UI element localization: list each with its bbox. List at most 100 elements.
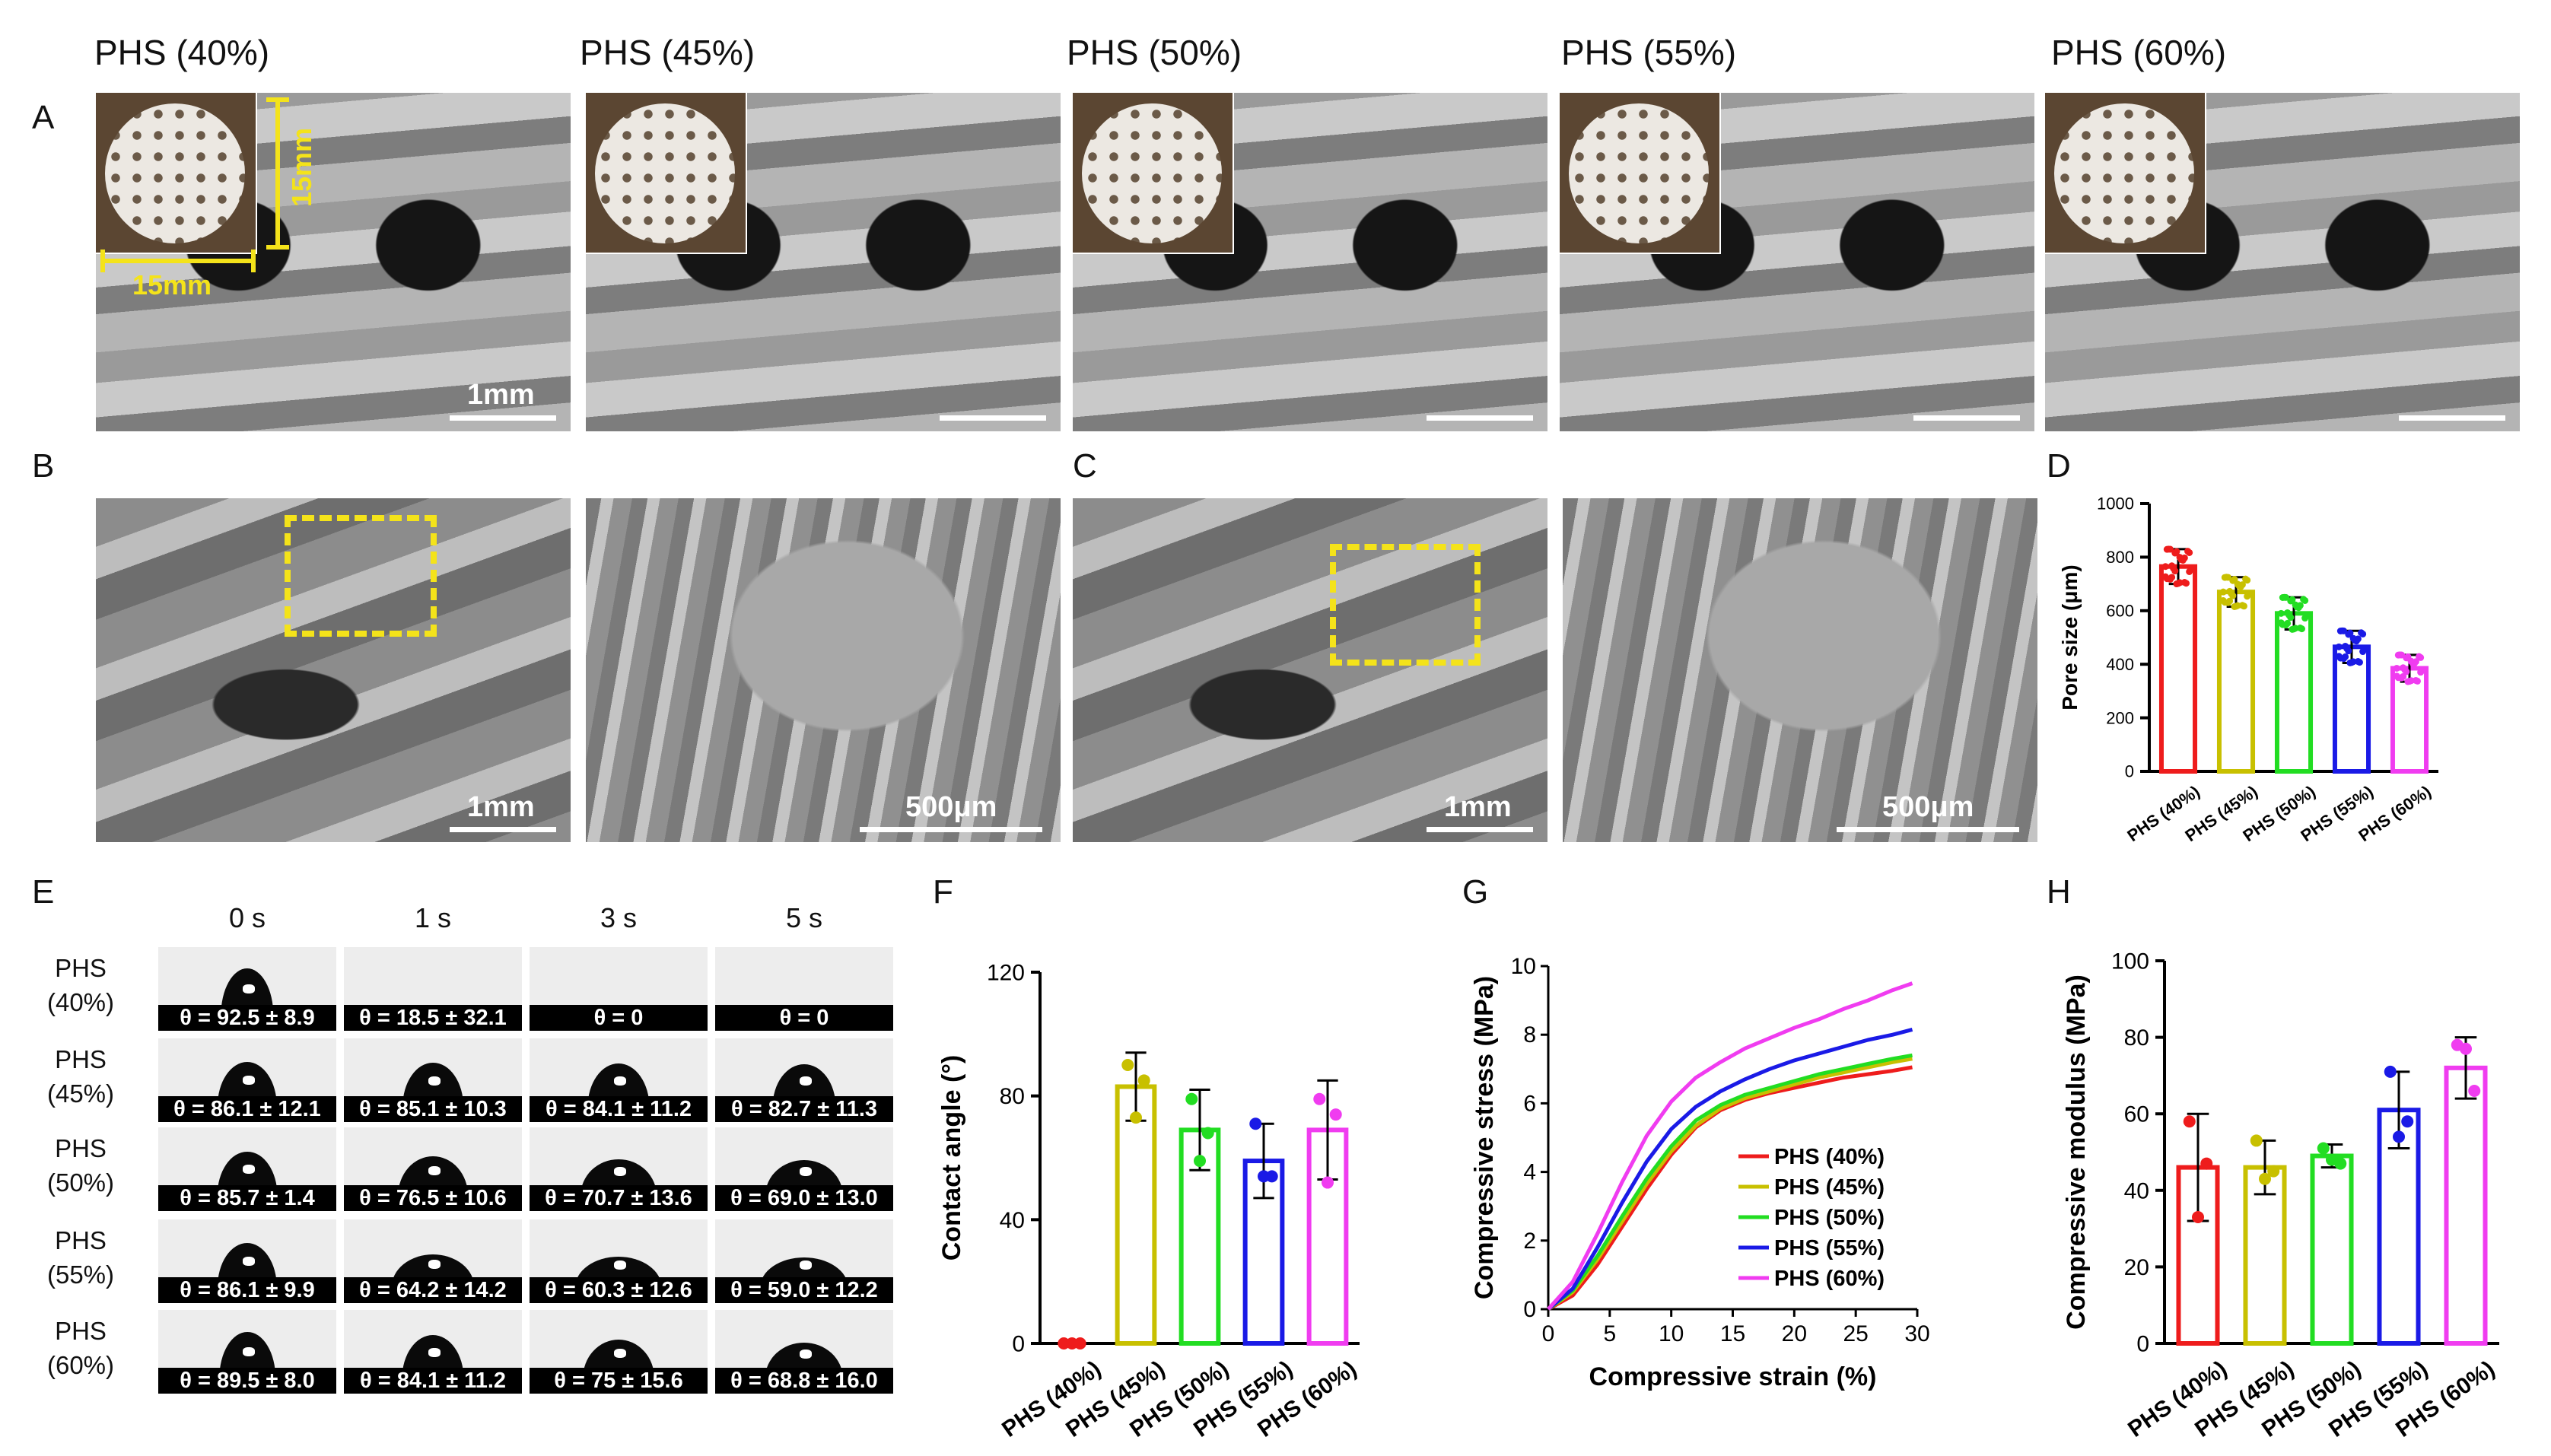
scale-label: 1mm [1444, 791, 1512, 823]
legend-label: PHS (50%) [1774, 1206, 1885, 1230]
data-point [2345, 631, 2352, 638]
x-tick-label: 30 [1904, 1321, 1929, 1346]
y-tick-label: 0 [2136, 1332, 2149, 1357]
y-tick-label: 6 [1523, 1091, 1536, 1116]
zoom-region-box [285, 515, 437, 637]
data-point [1201, 1127, 1214, 1140]
water-droplet-image: θ = 84.1 ± 11.2 [344, 1310, 522, 1394]
bar [2274, 611, 2314, 774]
water-droplet-image: θ = 18.5 ± 32.1 [344, 947, 522, 1031]
panel-a-title-1: PHS (40%) [94, 33, 270, 72]
data-point [2180, 579, 2188, 587]
data-point [1130, 1111, 1142, 1124]
x-tick-label: 20 [1782, 1321, 1807, 1346]
data-point [1249, 1117, 1262, 1130]
water-droplet-image: θ = 69.0 ± 13.0 [715, 1127, 893, 1211]
sem-image-40: 15mm 15mm 1mm [96, 93, 571, 431]
y-tick-label: 1000 [2097, 494, 2134, 513]
contact-angle-value: θ = 86.1 ± 9.9 [158, 1277, 336, 1303]
data-point [1313, 1092, 1326, 1105]
contact-angle-value: θ = 0 [530, 1005, 708, 1031]
data-point [2335, 643, 2343, 650]
data-point [2168, 562, 2176, 570]
data-point [1194, 1155, 1206, 1168]
x-tick-label: 0 [1542, 1321, 1555, 1346]
zoom-region-box [1330, 544, 1481, 666]
y-tick-label: 2 [1523, 1229, 1536, 1254]
height-dimension-line [275, 97, 280, 250]
data-point [2460, 1042, 2472, 1055]
water-droplet-image: θ = 70.7 ± 13.6 [530, 1127, 708, 1211]
panel-letter-c: C [1073, 447, 1097, 485]
data-point [1329, 1108, 1342, 1121]
water-droplet-image: θ = 0 [530, 947, 708, 1031]
panel-a-title-5: PHS (60%) [2051, 33, 2227, 72]
sem-zoom-c: 500μm [1563, 498, 2037, 842]
legend-label: PHS (60%) [1774, 1267, 1885, 1291]
sem-image-60 [2045, 93, 2520, 431]
data-point [2226, 587, 2234, 595]
data-point [2192, 1211, 2204, 1224]
contact-angle-value: θ = 59.0 ± 12.2 [715, 1277, 893, 1303]
data-point [2287, 597, 2295, 605]
data-point [2393, 664, 2400, 672]
data-point [2282, 622, 2290, 629]
y-tick-label: 400 [2106, 655, 2134, 674]
y-tick-label: 200 [2106, 708, 2134, 727]
data-point [2200, 1157, 2213, 1170]
data-point [2336, 628, 2344, 635]
panel-letter-b: B [32, 447, 55, 485]
data-point [2317, 1142, 2330, 1155]
width-dimension-line [100, 259, 256, 263]
water-droplet-image: θ = 76.5 ± 10.6 [344, 1127, 522, 1211]
y-tick-label: 800 [2106, 548, 2134, 567]
water-droplet-image: θ = 85.1 ± 10.3 [344, 1038, 522, 1122]
data-point [2279, 594, 2286, 602]
water-droplet-image: θ = 64.2 ± 14.2 [344, 1219, 522, 1303]
width-dimension-label: 15mm [132, 269, 212, 300]
y-tick-label: 100 [2111, 949, 2149, 974]
data-point [1185, 1092, 1198, 1105]
water-droplet-image: θ = 75 ± 15.6 [530, 1310, 708, 1394]
scale-bar [2399, 415, 2505, 421]
x-axis-label: Compressive strain (%) [1589, 1362, 1877, 1391]
contact-angle-value: θ = 82.7 ± 11.3 [715, 1096, 893, 1122]
series-line [1547, 1027, 1913, 1311]
bar [2444, 1065, 2488, 1346]
y-tick-label: 4 [1523, 1160, 1536, 1185]
y-tick-label: 60 [2124, 1102, 2149, 1127]
data-point [2284, 609, 2292, 616]
y-tick-label: 20 [2124, 1255, 2149, 1280]
sem-zoom-b: 500μm [586, 498, 1061, 842]
contact-angle-value: θ = 85.7 ± 1.4 [158, 1185, 336, 1211]
data-point [2349, 634, 2357, 642]
data-point [2416, 653, 2423, 660]
series-line [1547, 1057, 1913, 1311]
water-droplet-image: θ = 92.5 ± 8.9 [158, 947, 336, 1031]
sem-cross-section-b: 1mm [96, 498, 571, 842]
height-dimension-label: 15mm [286, 127, 317, 207]
data-point [2267, 1165, 2280, 1178]
data-point [2300, 596, 2308, 603]
data-point [2234, 580, 2241, 588]
contact-angle-value: θ = 0 [715, 1005, 893, 1031]
scale-label: 1mm [467, 379, 535, 411]
bar [2216, 590, 2256, 774]
water-droplet-image: θ = 84.1 ± 11.2 [530, 1038, 708, 1122]
data-point [2400, 664, 2407, 672]
data-point [2384, 1065, 2397, 1078]
data-point [2359, 648, 2367, 656]
y-tick-label: 10 [1511, 954, 1536, 979]
legend-label: PHS (40%) [1774, 1145, 1885, 1169]
contact-angle-value: θ = 84.1 ± 11.2 [344, 1368, 522, 1394]
data-point [2417, 669, 2425, 676]
contact-angle-value: θ = 69.0 ± 13.0 [715, 1185, 893, 1211]
legend-label: PHS (45%) [1774, 1175, 1885, 1200]
time-label: 1 s [414, 902, 452, 933]
data-point [2250, 1134, 2263, 1147]
data-point [2161, 563, 2169, 571]
contact-angle-value: θ = 84.1 ± 11.2 [530, 1096, 708, 1122]
data-point [2167, 575, 2174, 583]
panel-a-title-3: PHS (50%) [1067, 33, 1242, 72]
